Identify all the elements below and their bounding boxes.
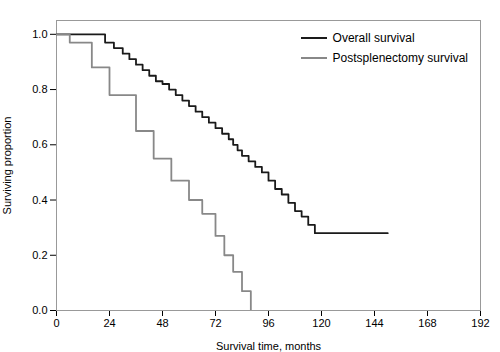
svg-text:48: 48: [156, 317, 168, 329]
svg-text:Survival time, months: Survival time, months: [216, 340, 322, 352]
svg-text:192: 192: [471, 317, 489, 329]
svg-text:96: 96: [262, 317, 274, 329]
svg-text:0.2: 0.2: [32, 249, 47, 261]
svg-text:144: 144: [365, 317, 383, 329]
html-text:Overall survival: Overall survival: [332, 31, 415, 45]
svg-text:1.0: 1.0: [32, 28, 47, 40]
svg-text:120: 120: [312, 317, 330, 329]
svg-text:0.0: 0.0: [32, 304, 47, 316]
svg-text:24: 24: [103, 317, 115, 329]
svg-text:0.8: 0.8: [32, 83, 47, 95]
svg-text:72: 72: [209, 317, 221, 329]
svg-text:Surviving proportion: Surviving proportion: [1, 117, 13, 215]
html-text:Postsplenectomy survival: Postsplenectomy survival: [332, 51, 468, 65]
svg-text:0.4: 0.4: [32, 194, 47, 206]
svg-text:168: 168: [418, 317, 436, 329]
svg-text:0: 0: [53, 317, 59, 329]
svg-text:0.6: 0.6: [32, 138, 47, 150]
